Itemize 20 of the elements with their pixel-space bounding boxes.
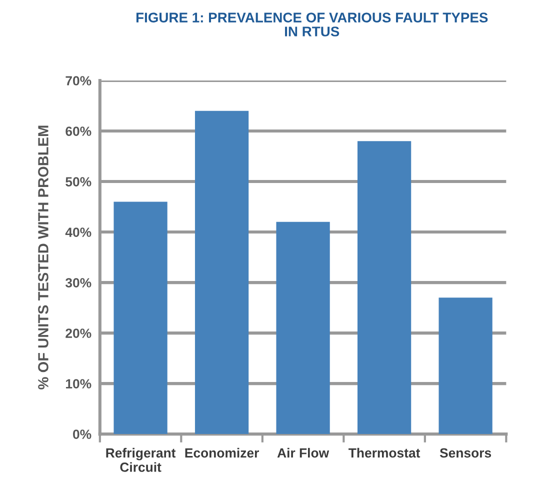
- y-tick-label: 50%: [66, 177, 92, 186]
- y-tick-label: 40%: [65, 228, 92, 237]
- x-tick-label: Economizer: [185, 448, 259, 458]
- x-tick-label: Air Flow: [277, 448, 330, 458]
- x-tick-label: Refrigerant Circuit: [106, 448, 176, 472]
- y-tick-label: 20%: [66, 328, 92, 338]
- y-axis-title: % OF UNITS TESTED WITH PROBLEM: [38, 126, 48, 390]
- x-tick-label: Sensors: [440, 448, 492, 458]
- y-tick-label: 30%: [65, 278, 92, 288]
- bar: [114, 202, 168, 434]
- y-tick-label: 10%: [66, 379, 92, 388]
- bar: [194, 110, 249, 434]
- bar: [276, 222, 330, 434]
- y-tick-label: 70%: [66, 76, 92, 86]
- chart-title: FIGURE 1: PREVALENCE OF VARIOUS FAULT TYPES IN RTUS: [136, 12, 488, 36]
- y-tick-label: 60%: [66, 126, 92, 136]
- x-tick-label: Thermostat: [348, 448, 420, 458]
- bar: [357, 141, 412, 434]
- bar: [438, 298, 492, 434]
- y-tick-label: 0%: [73, 430, 92, 439]
